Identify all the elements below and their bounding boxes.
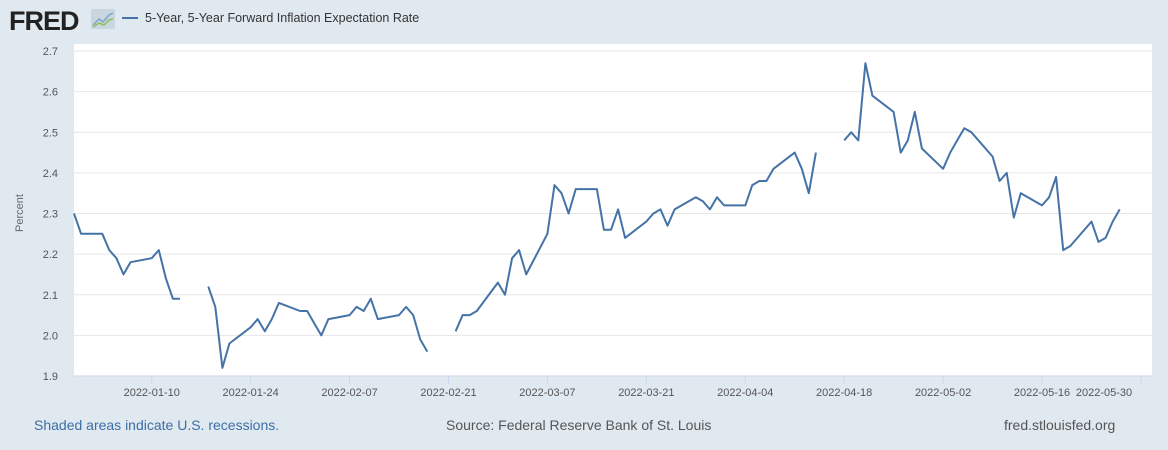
chart-legend: 5-Year, 5-Year Forward Inflation Expecta… bbox=[122, 11, 419, 25]
series-line-segment bbox=[843, 62, 1121, 252]
legend-line-swatch bbox=[122, 17, 138, 19]
y-tick-label: 2.2 bbox=[43, 249, 58, 261]
series-line-segment bbox=[207, 286, 429, 369]
y-tick-label: 2.7 bbox=[43, 46, 58, 58]
x-tick-label: 2022-04-18 bbox=[816, 387, 872, 399]
x-tick-label: 2022-02-07 bbox=[321, 387, 377, 399]
y-tick-label: 2.0 bbox=[43, 330, 58, 342]
logo-text: FRED bbox=[9, 6, 79, 36]
y-tick-label: 2.3 bbox=[43, 209, 58, 221]
y-tick-label: 2.6 bbox=[43, 87, 58, 99]
fred-logo[interactable]: FRED bbox=[9, 6, 79, 37]
y-tick-label: 1.9 bbox=[43, 371, 58, 383]
x-tick-label: 2022-03-07 bbox=[519, 387, 575, 399]
x-tick-label: 2022-05-16 bbox=[1014, 387, 1070, 399]
x-tick-label: 2022-02-21 bbox=[420, 387, 476, 399]
x-tick-label: 2022-04-04 bbox=[717, 387, 773, 399]
x-tick-label: 2022-03-21 bbox=[618, 387, 674, 399]
legend-label: 5-Year, 5-Year Forward Inflation Expecta… bbox=[145, 11, 420, 25]
x-tick-label: 2022-01-24 bbox=[223, 387, 279, 399]
series-line-segment bbox=[73, 213, 180, 300]
x-tick-label: 2022-05-30 bbox=[1076, 387, 1132, 399]
y-axis-label: Percent bbox=[14, 194, 26, 232]
y-tick-label: 2.1 bbox=[43, 290, 58, 302]
series-line-segment bbox=[454, 151, 817, 332]
recessions-note-link[interactable]: Shaded areas indicate U.S. recessions. bbox=[34, 417, 280, 433]
line-chart: 1.9 2.0 2.1 2.2 2.3 2.4 2.5 2.6 2.7 2022-01-10 20… bbox=[14, 44, 1152, 399]
y-tick-label: 2.5 bbox=[43, 127, 58, 139]
y-tick-label: 2.4 bbox=[43, 168, 58, 180]
source-text: Source: Federal Reserve Bank of St. Loui… bbox=[446, 417, 712, 433]
x-tick-label: 2022-01-10 bbox=[124, 387, 180, 399]
x-tick-label: 2022-05-02 bbox=[915, 387, 971, 399]
site-link[interactable]: fred.stlouisfed.org bbox=[1004, 417, 1116, 433]
plot-area bbox=[74, 44, 1152, 376]
fred-chart-logo-icon bbox=[91, 9, 115, 29]
